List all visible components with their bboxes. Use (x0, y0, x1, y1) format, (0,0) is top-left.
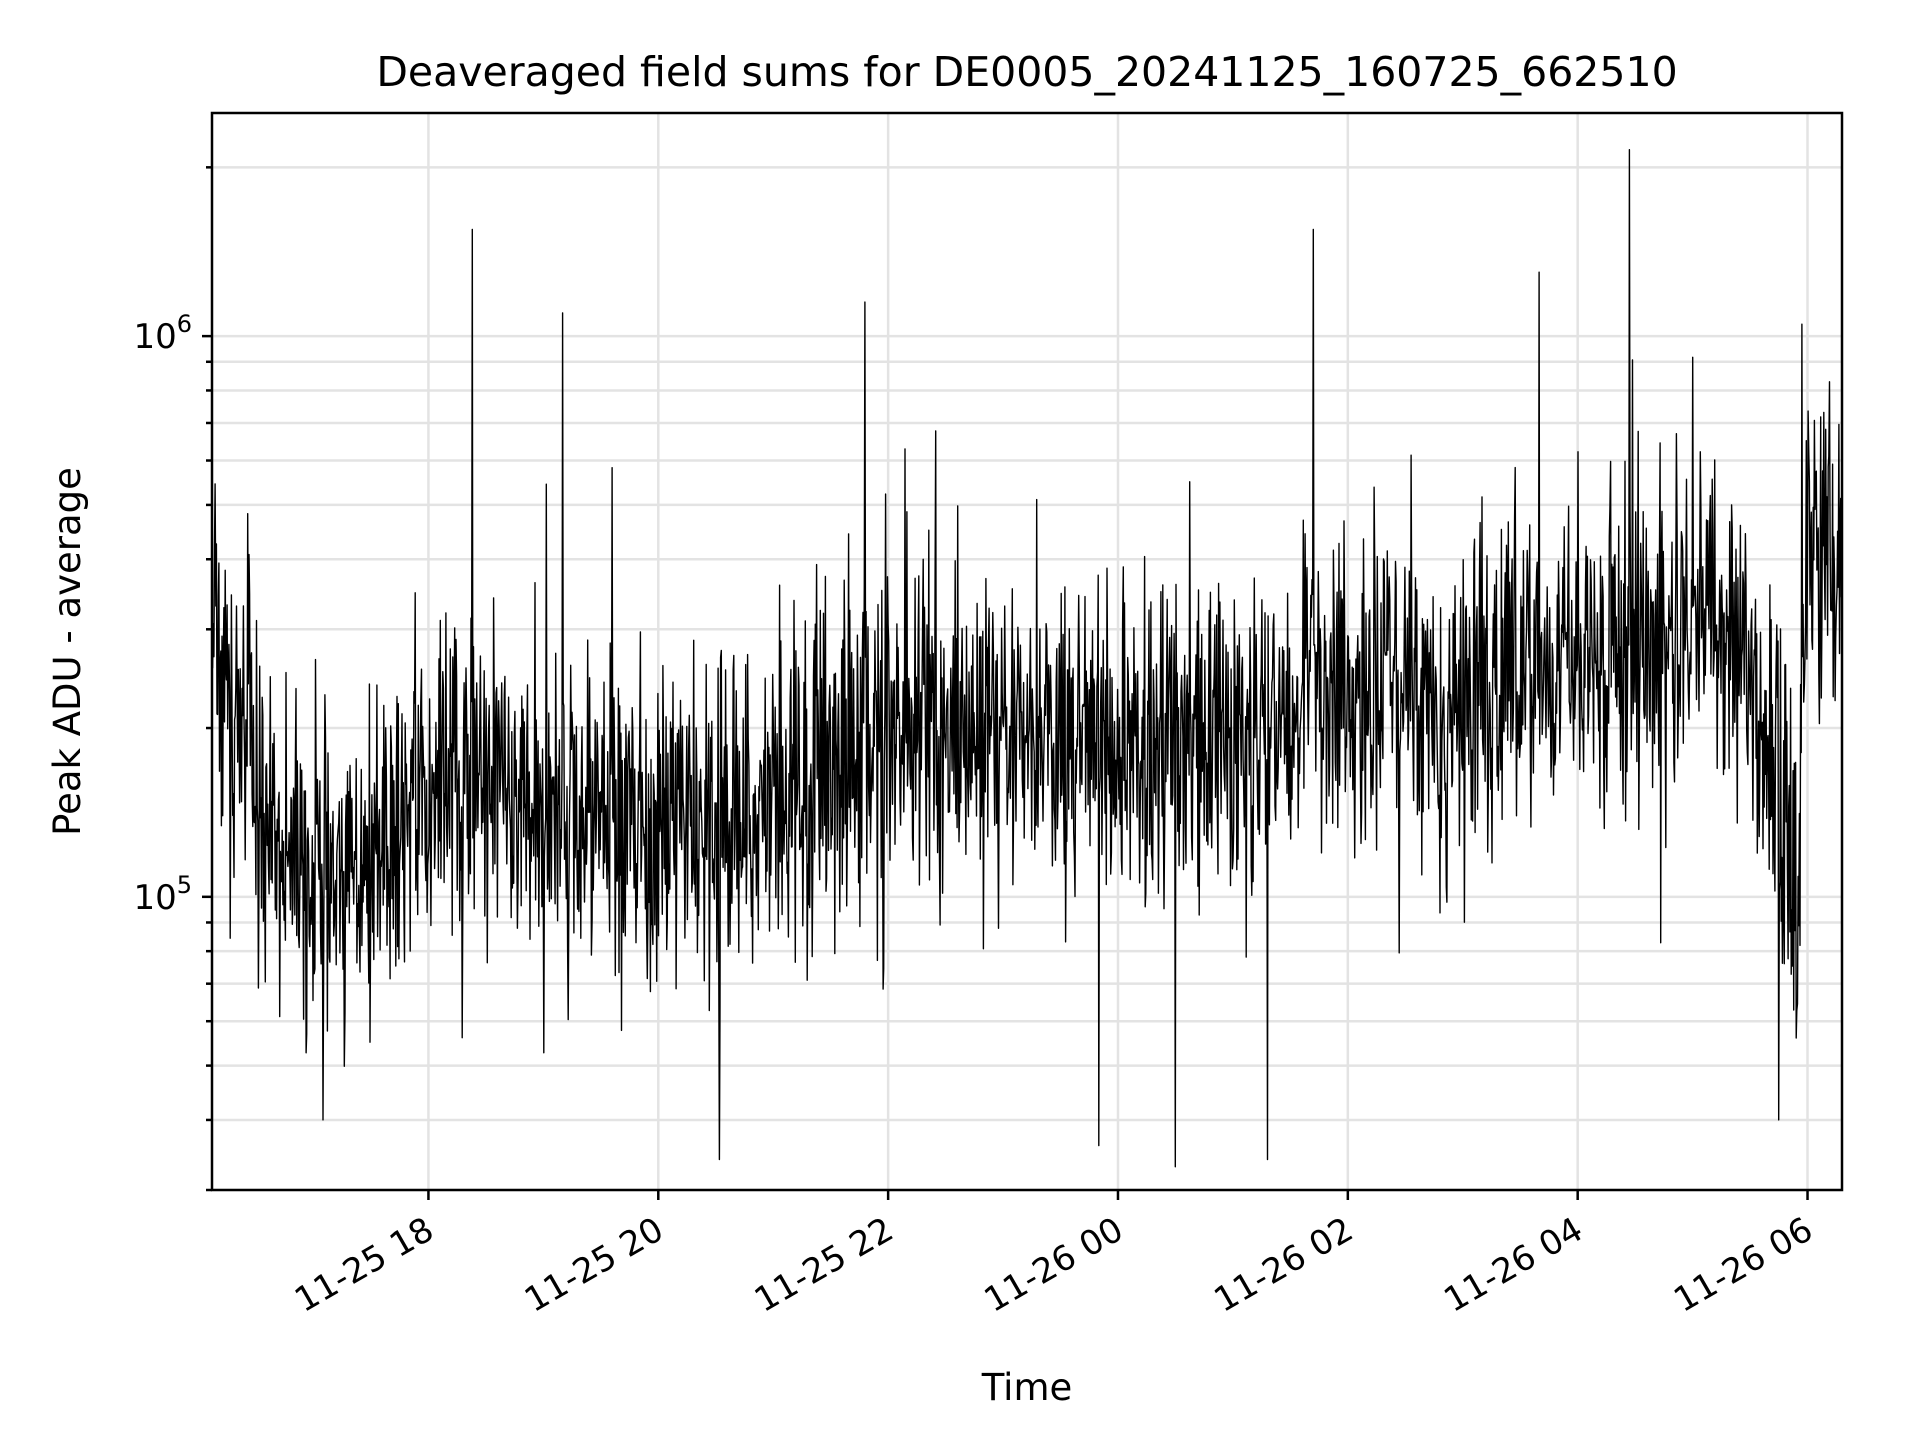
x-axis-label: Time (981, 1366, 1073, 1409)
y-tick-label: 105 (133, 871, 192, 918)
series-path (211, 149, 1843, 1168)
y-axis-label: Peak ADU - average (46, 467, 89, 836)
y-tick-label: 106 (133, 310, 192, 357)
series-line (211, 149, 1843, 1168)
chart-title: Deaveraged field sums for DE0005_2024112… (376, 48, 1677, 96)
plot-frame (210, 111, 1844, 1192)
